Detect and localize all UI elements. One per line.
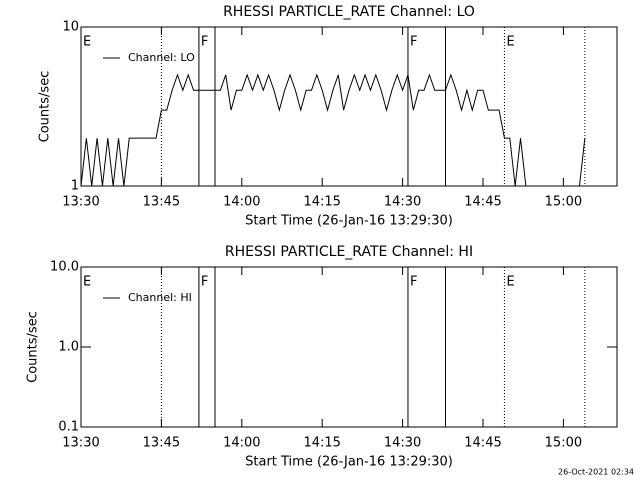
event-label: E bbox=[506, 35, 514, 50]
legend-label: Channel: HI bbox=[128, 291, 192, 304]
x-tick-label: 14:45 bbox=[464, 436, 501, 451]
x-tick-label: 15:00 bbox=[545, 436, 582, 451]
chart-title: RHESSI PARTICLE_RATE Channel: HI bbox=[225, 244, 473, 260]
y-tick-label: 0.1 bbox=[58, 420, 79, 435]
x-tick-label: 14:30 bbox=[384, 195, 421, 210]
y-tick-label: 1.0 bbox=[58, 340, 79, 355]
x-axis-label: Start Time (26-Jan-16 13:29:30) bbox=[245, 214, 453, 229]
plot-frame bbox=[80, 266, 618, 428]
x-tick-label: 13:30 bbox=[62, 195, 99, 210]
x-tick-label: 13:45 bbox=[143, 436, 180, 451]
y-tick-label: 10 bbox=[62, 20, 79, 35]
chart-title: RHESSI PARTICLE_RATE Channel: LO bbox=[223, 4, 475, 20]
data-line bbox=[80, 73, 586, 187]
plot-frame bbox=[80, 26, 618, 187]
x-axis-label: Start Time (26-Jan-16 13:29:30) bbox=[245, 455, 453, 470]
x-tick-label: 14:30 bbox=[384, 436, 421, 451]
x-tick-label: 13:45 bbox=[143, 195, 180, 210]
event-label: F bbox=[201, 35, 208, 50]
x-tick-label: 14:00 bbox=[223, 436, 260, 451]
legend-label: Channel: LO bbox=[128, 51, 195, 64]
event-label: F bbox=[410, 275, 417, 290]
event-label: E bbox=[506, 275, 514, 290]
x-tick-label: 14:15 bbox=[303, 436, 340, 451]
y-axis-label: Counts/sec bbox=[38, 71, 53, 143]
x-tick-label: 14:15 bbox=[303, 195, 340, 210]
event-label: F bbox=[410, 35, 417, 50]
footer: 26-Oct-2021 02:34 bbox=[558, 468, 634, 477]
x-tick-label: 14:00 bbox=[223, 195, 260, 210]
x-tick-label: 13:30 bbox=[62, 436, 99, 451]
event-label: E bbox=[83, 35, 91, 50]
event-label: E bbox=[83, 275, 91, 290]
y-axis-label: Counts/sec bbox=[26, 311, 41, 383]
y-tick-label: 1 bbox=[71, 179, 79, 194]
event-label: F bbox=[201, 275, 208, 290]
x-tick-label: 15:00 bbox=[545, 195, 582, 210]
y-tick-label: 10.0 bbox=[50, 260, 79, 275]
x-tick-label: 14:45 bbox=[464, 195, 501, 210]
